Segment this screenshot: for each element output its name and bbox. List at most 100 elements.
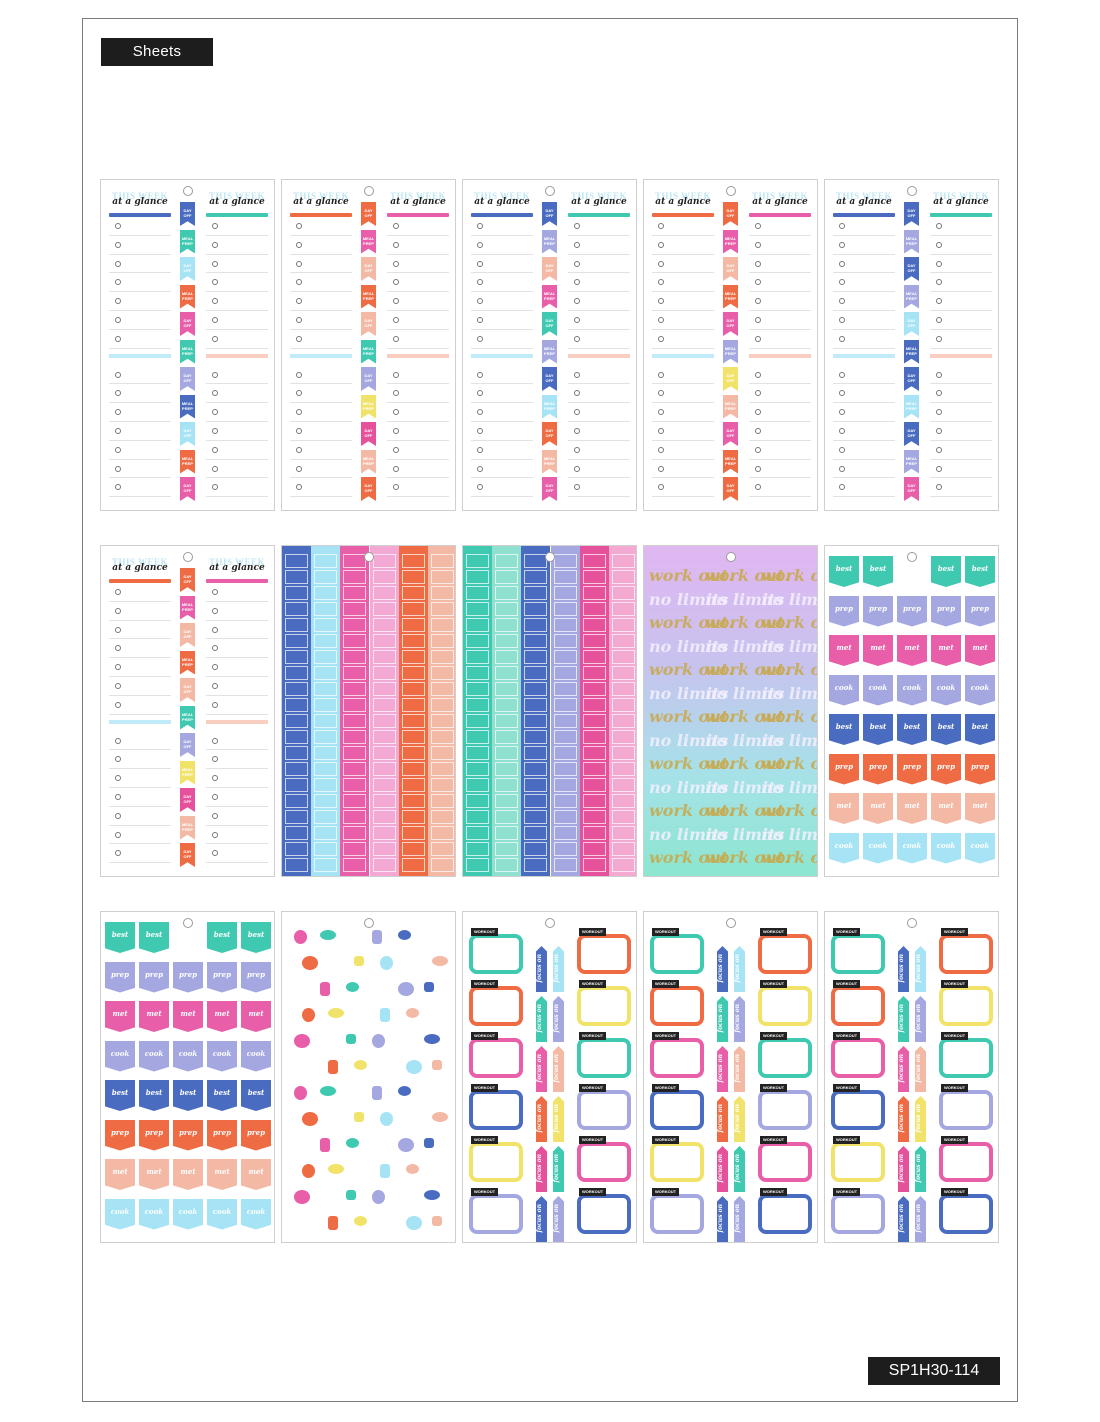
strip-cell [430, 554, 454, 568]
strip-cell [314, 746, 338, 760]
sticker-strip [492, 546, 522, 876]
checklist-row [930, 403, 992, 422]
strip-cell [611, 666, 635, 680]
focus-on-sticker: focus on [717, 1096, 728, 1142]
planner-script: at a glance [752, 197, 808, 207]
planner-title: THIS WEEK [835, 191, 893, 201]
flag-label: MEAL PREP [362, 400, 375, 411]
badge-label: prep [213, 1127, 231, 1137]
fitness-icon [372, 930, 382, 944]
planner-column: THIS WEEK at a glance [749, 192, 811, 498]
strip-cell [524, 762, 548, 776]
work-out-phrase: work out. [761, 613, 817, 632]
flag-sticker: MEAL PREP [904, 284, 919, 309]
checklist-row [206, 330, 268, 349]
badge-sticker: met [897, 793, 927, 824]
workout-frame-sticker: WORKOUT [469, 1136, 523, 1182]
badge-sticker: best [139, 1080, 169, 1111]
workout-tab: WORKOUT [760, 928, 788, 936]
hang-hole [544, 552, 555, 562]
badge-sticker: met [863, 635, 893, 666]
checklist-row [109, 807, 171, 826]
focus-label: focus on [717, 1004, 724, 1033]
focus-label: focus on [536, 1004, 543, 1033]
badge-label: met [938, 643, 954, 652]
workout-frame-sticker: WORKOUT [650, 1188, 704, 1234]
checklist-row [290, 441, 352, 460]
planner-script: at a glance [209, 197, 265, 207]
strip-cell [401, 554, 425, 568]
strip-cell [401, 810, 425, 824]
flag-sticker: MEAL PREP [723, 284, 738, 309]
checklist-row [206, 441, 268, 460]
badge-sticker: met [173, 1159, 203, 1190]
work-out-phrase: no limits [761, 589, 818, 609]
badge-sticker: best [105, 922, 135, 953]
checklist-row [109, 583, 171, 602]
checklist-row [833, 460, 895, 479]
strip-cell [553, 730, 577, 744]
badge-sticker: cook [897, 832, 927, 864]
section-bar [109, 719, 171, 724]
strip-cell [314, 730, 338, 744]
badge-label: met [870, 801, 886, 810]
strip-cell [466, 650, 490, 664]
planner-title: THIS WEEK [292, 191, 350, 201]
planner-column: THIS WEEK at a glance [568, 191, 630, 498]
focus-on-sticker: focus on [717, 946, 728, 992]
strip-cell [553, 698, 577, 712]
strip-cell [553, 714, 577, 728]
section-bar [749, 213, 811, 217]
badge-label: best [937, 722, 955, 731]
strip-cell [524, 858, 548, 872]
checklist-row [568, 460, 630, 479]
planner-script: at a glance [571, 197, 627, 207]
focus-label: focus on [734, 1054, 741, 1083]
badge-sticker: met [897, 635, 927, 666]
work-out-phrase: no limits [761, 777, 818, 797]
focus-on-sticker: focus on [734, 1196, 745, 1242]
checklist-row [290, 311, 352, 330]
focus-label: focus on [915, 1004, 922, 1033]
badge-label: prep [835, 603, 853, 613]
planner-sheet: THIS WEEK at a glance THIS WEEK at a glance… [281, 179, 456, 511]
badge-label: cook [868, 840, 888, 850]
checklist-row [387, 236, 449, 255]
fitness-icon [354, 1216, 367, 1226]
work-out-phrase: work out. [649, 754, 734, 773]
badge-label: cook [970, 840, 990, 850]
strip-cell [314, 858, 338, 872]
flag-sticker: DAY OFF [904, 312, 919, 336]
flag-label: MEAL PREP [905, 345, 918, 356]
workout-tab: WORKOUT [579, 928, 607, 936]
flag-label: DAY OFF [545, 483, 554, 493]
focus-on-sticker: focus on [717, 1146, 728, 1192]
strip-cell [285, 586, 309, 600]
planner-title: THIS WEEK [208, 191, 266, 201]
badge-label: best [213, 930, 231, 939]
flag-sticker: DAY OFF [361, 367, 376, 391]
flag-sticker: DAY OFF [180, 367, 195, 391]
planner-column: THIS WEEK at a glance [109, 192, 171, 498]
badge-label: cook [246, 1048, 266, 1058]
fitness-icon [406, 1216, 422, 1230]
flag-sticker: DAY OFF [180, 257, 195, 281]
flag-sticker: DAY OFF [904, 257, 919, 281]
fitness-icon [380, 1112, 393, 1126]
checklist-row [109, 478, 171, 498]
hang-hole [544, 186, 555, 196]
badge-label: prep [145, 1127, 163, 1137]
checklist-row [206, 384, 268, 404]
strip-cell [314, 634, 338, 648]
work-out-phrase: work out. [761, 754, 817, 773]
planner-sheet: THIS WEEK at a glance THIS WEEK at a glance… [100, 179, 275, 511]
strip-cell [495, 602, 519, 616]
workout-frames-sheet: WORKOUT WORKOUT focus on focus on WORKOUT WOR… [462, 911, 637, 1243]
planner-title: THIS WEEK [570, 191, 628, 201]
workout-tab: WORKOUT [652, 1032, 680, 1040]
checklist-row [290, 236, 352, 255]
workout-frame-sticker: WORKOUT [939, 1032, 993, 1078]
strip-cell [285, 746, 309, 760]
badge-label: prep [247, 1127, 265, 1137]
badge-label: prep [213, 969, 231, 979]
